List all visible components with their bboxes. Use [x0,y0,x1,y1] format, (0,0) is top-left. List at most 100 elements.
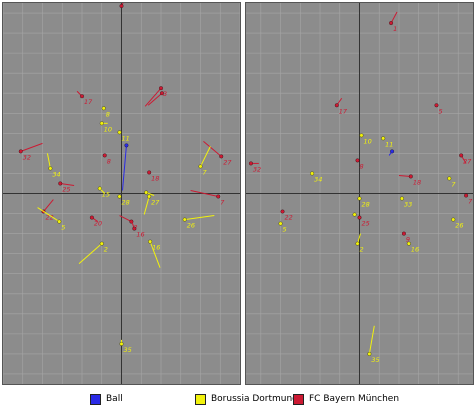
player-number-label: 7 [451,180,456,188]
player-point-bayern [119,4,124,8]
legend-swatch-ball [90,393,101,405]
movement-vector-bayern [190,190,219,197]
player-number-label: 18 [151,174,159,182]
pitch-panel-right: 1 17 5 10 11 8 32 27 34 18 7 28 33 7 22 5 25 26 9 2 16 35 [245,2,474,385]
movement-vector-ball [121,145,127,191]
player-point-dortmund [310,171,315,176]
player-number-label: 17 [339,107,348,115]
scatter-plot-left: 1738101132273481872515282772252021626216… [3,3,240,384]
player-number-label: 5 [438,107,442,115]
player-number-label: 34 [314,175,322,183]
player-number-label: 9 [406,236,410,244]
player-number-label: 20 [94,220,102,228]
player-number-label: 7 [203,168,208,176]
player-point-bayern [216,194,221,199]
pitch-panel-left: 1738101132273481872515282772252021626216… [2,2,241,385]
player-number-label: 10 [363,137,371,145]
player-point-bayern [280,209,285,214]
player-number-label: 8 [106,110,110,118]
movement-vector-bayern [60,182,75,186]
player-number-label: 28 [122,199,130,207]
player-point-ball [124,143,129,148]
player-number-label: 32 [23,153,31,161]
player-point-dortmund [97,186,102,191]
player-number-label: 17 [84,98,93,106]
player-point-dortmund [352,212,357,217]
player-number-label: 5 [61,224,65,232]
legend-swatch-dortmund [195,393,206,405]
legend-item-bayern: FC Bayern München [293,392,399,406]
player-point-dortmund [117,130,122,135]
player-number-label: 16 [152,244,160,252]
player-point-bayern [248,161,253,166]
player-number-label: 27 [151,199,160,207]
player-number-label: 2 [360,246,364,254]
player-point-dortmund [117,194,122,199]
movement-vector-bayern [43,199,54,212]
player-number-label: 1 [393,25,397,33]
player-number-label: 25 [62,185,70,193]
legend-item-ball: Ball [90,392,123,406]
player-point-dortmund [147,194,152,199]
player-point-bayern [408,174,413,179]
legend-item-dortmund: Borussia Dortmund [195,392,298,406]
legend-label-bayern: FC Bayern München [309,394,400,404]
player-point-dortmund [198,164,203,169]
player-point-bayern [434,103,439,108]
movement-vector-bayern [147,92,163,106]
player-number-label: 8 [360,162,364,170]
player-number-label: 34 [52,170,60,178]
player-point-dortmund [278,221,283,226]
player-number-label: 7 [468,198,473,206]
player-point-dortmund [367,351,372,356]
player-number-label: 10 [104,125,112,133]
player-point-dortmund [447,176,452,181]
player-point-bayern [357,215,362,220]
player-point-dortmund [359,133,364,138]
player-number-label: 16 [136,231,144,239]
player-number-label: 27 [463,157,472,165]
player-number-label: 2 [104,246,108,254]
player-point-dortmund [148,239,153,244]
player-point-dortmund [451,217,456,222]
player-point-bayern [102,153,107,158]
movement-vector-dortmund [184,215,215,221]
player-point-dortmund [119,341,124,346]
player-point-dortmund [357,196,362,201]
player-number-label: 32 [253,165,261,173]
player-number-label: 7 [220,199,225,207]
player-point-dortmund [355,241,360,246]
player-point-bayern [355,158,360,163]
player-point-bayern [160,91,164,96]
player-number-label: 35 [124,346,132,354]
player-point-dortmund [381,136,386,141]
player-number-label: 11 [385,140,393,148]
player-number-label: 8 [107,157,111,165]
player-point-dortmund [182,217,187,222]
movement-vector-bayern [203,140,222,157]
player-point-bayern [401,231,406,236]
player-number-label: 3 [163,90,167,98]
player-point-bayern [459,153,464,158]
player-number-label: 11 [122,134,130,142]
player-number-label: 27 [223,158,232,166]
movement-vector-dortmund [78,243,103,265]
player-point-bayern [89,215,94,220]
player-number-label: 5 [283,226,287,234]
player-point-bayern [147,170,152,175]
movement-vector-bayern [20,142,43,152]
legend-swatch-bayern [293,393,304,405]
player-point-dortmund [57,219,62,224]
player-point-dortmund [48,166,53,171]
movement-vector-dortmund [149,241,161,268]
player-number-label: 22 [285,214,293,222]
player-number-label: 25 [362,220,370,228]
player-point-bayern [58,181,63,186]
player-number-label: 35 [371,356,379,364]
player-number-label: 26 [455,222,463,230]
player-point-bayern [159,86,163,91]
scatter-plot-right: 1 17 5 10 11 8 32 27 34 18 7 28 33 7 22 5 25 26 9 2 16 35 [246,3,473,384]
player-point-dortmund [144,190,149,195]
player-number-label: 28 [362,201,370,209]
legend-label-dortmund: Borussia Dortmund [211,394,298,404]
